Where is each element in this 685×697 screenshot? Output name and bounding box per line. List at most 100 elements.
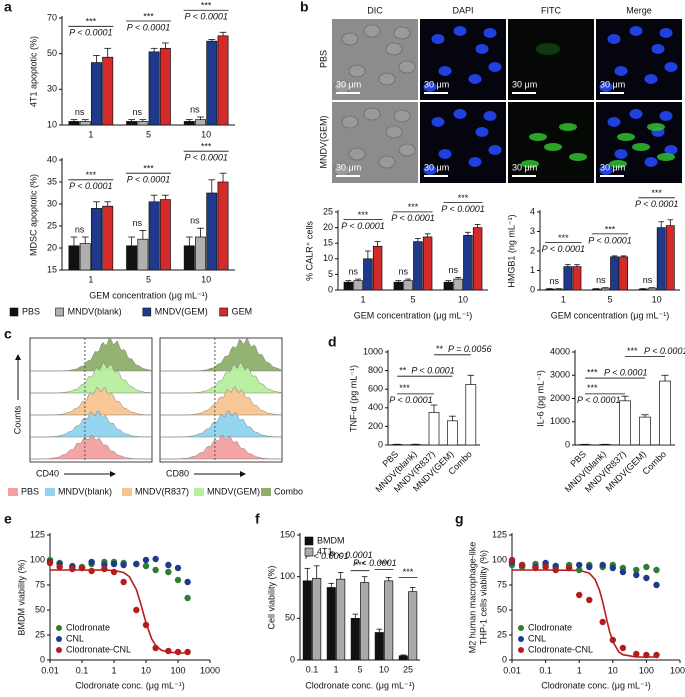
data-point xyxy=(88,558,95,566)
bar xyxy=(350,617,360,661)
y-tick-label: 100 xyxy=(492,554,507,564)
error-bar xyxy=(185,236,193,246)
error-bar xyxy=(139,119,147,122)
y-tick-label: 10 xyxy=(47,119,57,129)
legend-label: Clodronate xyxy=(66,622,110,632)
fitc-signal xyxy=(617,133,635,141)
panel-label: f xyxy=(255,511,260,527)
bar xyxy=(206,192,218,271)
y-tick-label: 75 xyxy=(35,579,45,589)
annotation-p: P < 0.0001 xyxy=(644,346,685,356)
x-tick-label: 10 xyxy=(201,129,211,139)
panel-label: d xyxy=(328,334,337,350)
error-bar xyxy=(81,119,89,122)
error-bar xyxy=(430,404,438,413)
legend-label: Clodronate-CNL xyxy=(528,644,593,654)
bar xyxy=(665,225,675,291)
fitc-signal xyxy=(647,123,665,131)
data-point xyxy=(133,560,140,568)
error-bar xyxy=(161,42,169,49)
bar xyxy=(159,199,171,271)
annotation-stars: *** xyxy=(86,170,97,180)
annotation-ns: ns xyxy=(398,266,408,276)
histogram-ridge xyxy=(160,410,283,438)
annotation-p: P < 0.0001 xyxy=(184,153,227,163)
nucleus xyxy=(423,82,437,92)
legend-swatch xyxy=(8,488,18,496)
x-tick-label: 10 xyxy=(141,665,151,675)
error-bar xyxy=(424,233,431,237)
histogram-ridge xyxy=(160,385,283,416)
data-point xyxy=(165,647,172,655)
fitc-signal xyxy=(569,153,587,161)
x-tick-label: 1 xyxy=(333,664,338,674)
bar xyxy=(619,256,629,291)
histogram-ridge xyxy=(30,386,153,416)
nucleus xyxy=(614,66,628,76)
data-point xyxy=(184,594,191,602)
data-point xyxy=(88,567,95,575)
x-axis-label: Clodronate conc. (μg mL⁻¹) xyxy=(305,680,414,690)
micrograph xyxy=(508,102,594,183)
fitc-signal xyxy=(632,143,650,151)
nucleus xyxy=(651,44,665,54)
legend-label: MNDV(blank) xyxy=(58,486,112,496)
error-bar xyxy=(400,654,407,656)
bar xyxy=(372,245,383,291)
error-bar xyxy=(667,219,674,226)
legend-label: MNDV(GEM) xyxy=(207,486,260,496)
error-bar xyxy=(219,172,227,182)
error-bar xyxy=(449,415,456,421)
x-tick-label: 10 xyxy=(201,274,211,284)
data-point xyxy=(609,564,616,572)
panel-label: g xyxy=(455,511,464,527)
data-point xyxy=(110,560,118,568)
bar xyxy=(217,35,229,126)
nucleus xyxy=(475,127,489,137)
data-point xyxy=(152,555,159,563)
legend-swatch xyxy=(9,307,19,317)
annotation-stars: *** xyxy=(86,17,97,27)
bar xyxy=(183,245,195,271)
legend-swatch xyxy=(194,488,204,496)
x-tick-label: 1 xyxy=(88,274,93,284)
bar xyxy=(591,288,601,291)
fitc-signal xyxy=(657,153,675,161)
y-tick-label: 0 xyxy=(502,654,507,664)
annotation-stars: *** xyxy=(355,560,366,570)
y-tick-label: 0 xyxy=(565,439,570,449)
data-point xyxy=(643,563,650,571)
data-point xyxy=(133,606,140,614)
annotation-stars: *** xyxy=(399,383,410,393)
bar xyxy=(465,384,477,446)
panel-label: e xyxy=(4,511,12,527)
error-bar xyxy=(621,395,629,401)
error-bar xyxy=(345,280,352,283)
data-point xyxy=(633,566,640,574)
nucleus xyxy=(423,165,437,175)
y-axis-label: MDSC apoptotic (%) xyxy=(28,174,38,256)
bar xyxy=(126,121,138,126)
nucleus xyxy=(659,28,673,38)
y-tick-label: 75 xyxy=(497,579,507,589)
bar xyxy=(206,40,218,126)
bar xyxy=(647,287,657,291)
x-tick-label: 100 xyxy=(639,665,654,675)
bar xyxy=(102,205,114,271)
data-point xyxy=(532,564,539,572)
error-bar xyxy=(93,201,100,209)
bar xyxy=(79,121,91,126)
legend-swatch xyxy=(55,307,64,317)
nucleus xyxy=(599,165,613,175)
bar xyxy=(102,56,114,126)
y-tick-label: 15 xyxy=(323,238,333,248)
bar xyxy=(336,578,346,661)
x-tick-label: 0.01 xyxy=(41,665,59,675)
bar xyxy=(403,280,413,291)
data-point xyxy=(576,591,583,599)
annotation-stars: ** xyxy=(399,366,407,376)
y-tick-label: 3 xyxy=(530,226,535,236)
legend-marker xyxy=(518,625,524,631)
annotation-p: P < 0.0001 xyxy=(441,204,484,214)
bar xyxy=(360,582,370,661)
